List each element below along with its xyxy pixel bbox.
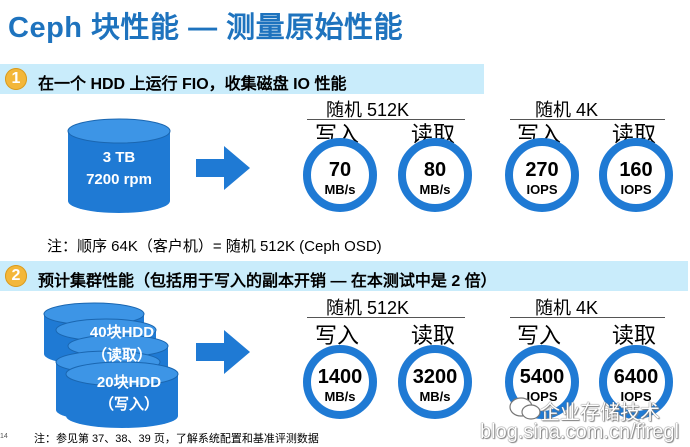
- page-number: 14: [0, 433, 8, 440]
- metric-value: 1400: [317, 366, 363, 388]
- watermark-title: 企业存储技术: [540, 402, 660, 424]
- watermark-url: blog.sina.com.cn/firegl: [480, 421, 679, 443]
- step2-bar: [0, 261, 688, 291]
- step2-rand-underline: [510, 317, 665, 318]
- footnote: 注：参见第 37、38、39 页，了解系统配置和基准评测数据: [34, 433, 319, 445]
- stack-write-mode: （写入）: [98, 396, 159, 413]
- metric-value: 160: [619, 159, 653, 181]
- chat-bubble-icon: [509, 397, 541, 420]
- step2-text: 预计集群性能（包括用于写入的副本开销 — 在本测试中是 2 倍）: [38, 273, 497, 290]
- step1-rand-underline: [510, 119, 665, 120]
- step1-bar: [0, 64, 484, 94]
- metric-unit: IOPS: [526, 389, 558, 404]
- step2-rand-write-metric: 5400 IOPS: [505, 345, 579, 419]
- metric-unit: MB/s: [324, 182, 356, 197]
- metric-value: 70: [328, 159, 352, 181]
- right-arrow-icon: [196, 146, 250, 190]
- disk-rpm: 7200 rpm: [86, 171, 152, 188]
- step1-note: 注：顺序 64K（客户机）= 随机 512K (Ceph OSD): [47, 238, 382, 255]
- step2-rand-read-metric: 6400 IOPS: [599, 345, 673, 419]
- metric-unit: IOPS: [620, 182, 652, 197]
- step2-seq-group-label: 随机 512K: [326, 298, 410, 318]
- step1-seq-underline: [307, 119, 465, 120]
- metric-unit: IOPS: [526, 182, 558, 197]
- metric-unit: MB/s: [324, 389, 356, 404]
- right-arrow-icon: [196, 330, 250, 374]
- metric-value: 80: [423, 159, 447, 181]
- step2-badge: 2: [5, 265, 27, 287]
- step1-badge: 1: [5, 68, 27, 90]
- step2-seq-write-label: 写入: [315, 323, 360, 348]
- stack-write-count: 20块HDD: [96, 374, 162, 391]
- page-title: Ceph 块性能 — 测量原始性能: [8, 12, 404, 44]
- step1-rand-group-label: 随机 4K: [535, 100, 599, 120]
- step1-text: 在一个 HDD 上运行 FIO，收集磁盘 IO 性能: [38, 76, 347, 93]
- step2-rand-read-label: 读取: [612, 323, 657, 348]
- step2-seq-write-metric: 1400 MB/s: [303, 345, 377, 419]
- step2-seq-underline: [307, 317, 465, 318]
- metric-value: 5400: [519, 366, 565, 388]
- step1-seq-write-metric: 70 MB/s: [303, 138, 377, 212]
- step2-rand-group-label: 随机 4K: [535, 298, 599, 318]
- stack-read-count: 40块HDD: [89, 324, 155, 341]
- hdd-stack-icon: [43, 302, 179, 428]
- metric-unit: MB/s: [419, 182, 451, 197]
- metric-value: 3200: [412, 366, 458, 388]
- metric-value: 6400: [613, 366, 659, 388]
- metric-unit: MB/s: [419, 389, 451, 404]
- step2-seq-read-metric: 3200 MB/s: [398, 345, 472, 419]
- metric-unit: IOPS: [620, 389, 652, 404]
- step1-seq-group-label: 随机 512K: [326, 100, 410, 120]
- stack-read-mode: （读取）: [91, 347, 152, 364]
- step1-rand-read-metric: 160 IOPS: [599, 138, 673, 212]
- disk-capacity: 3 TB: [102, 149, 136, 166]
- single-hdd-icon: [67, 118, 171, 213]
- metric-value: 270: [525, 159, 559, 181]
- step2-seq-read-label: 读取: [411, 323, 456, 348]
- step1-rand-write-metric: 270 IOPS: [505, 138, 579, 212]
- step2-rand-write-label: 写入: [517, 323, 562, 348]
- step1-seq-read-metric: 80 MB/s: [398, 138, 472, 212]
